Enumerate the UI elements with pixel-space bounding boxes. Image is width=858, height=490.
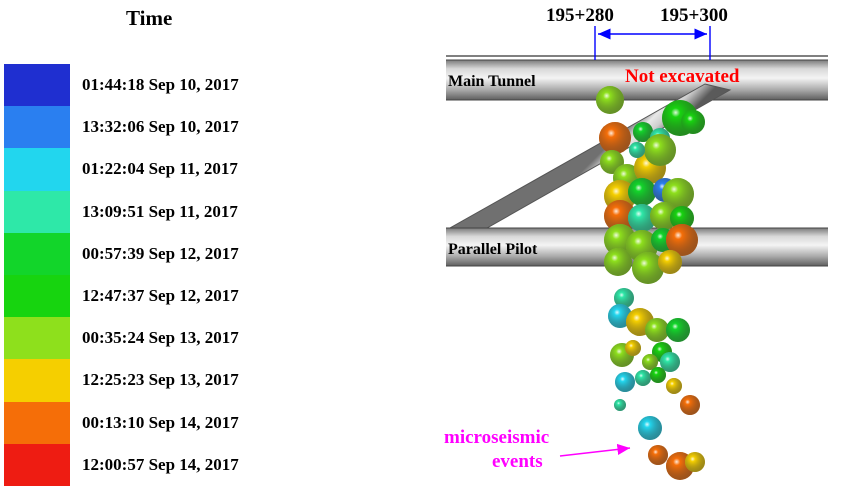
event-sphere-shading bbox=[628, 178, 656, 206]
event-sphere-shading bbox=[666, 318, 690, 342]
legend-label: 13:09:51 Sep 11, 2017 bbox=[82, 201, 238, 221]
legend-label: 12:47:37 Sep 12, 2017 bbox=[82, 285, 239, 305]
event-sphere-shading bbox=[670, 206, 694, 230]
not-excavated-label: Not excavated bbox=[625, 66, 740, 87]
microseismic-event-cluster bbox=[596, 86, 705, 480]
legend-swatch bbox=[4, 443, 70, 486]
annotation-events: events bbox=[492, 451, 543, 472]
event-sphere-shading bbox=[615, 372, 635, 392]
event-sphere-shading bbox=[596, 86, 624, 114]
chainage-left-label: 195+280 bbox=[546, 5, 614, 26]
event-sphere-shading bbox=[658, 250, 682, 274]
event-sphere-shading bbox=[644, 134, 676, 166]
legend-swatch bbox=[4, 317, 70, 360]
main-tunnel bbox=[446, 59, 828, 101]
legend-labels: 01:44:18 Sep 10, 2017 13:32:06 Sep 10, 2… bbox=[82, 64, 322, 486]
legend-title: Time bbox=[126, 6, 173, 30]
legend-swatch bbox=[4, 232, 70, 275]
legend-label: 00:57:39 Sep 12, 2017 bbox=[82, 243, 239, 263]
event-sphere-shading bbox=[599, 122, 631, 154]
legend-label: 12:25:23 Sep 13, 2017 bbox=[82, 370, 239, 390]
event-sphere-shading bbox=[650, 202, 678, 230]
event-sphere-shading bbox=[645, 318, 669, 342]
event-sphere-shading bbox=[662, 178, 694, 210]
event-sphere-shading bbox=[660, 352, 680, 372]
event-sphere-shading bbox=[650, 367, 666, 383]
event-sphere-shading bbox=[614, 288, 634, 308]
legend-label: 01:22:04 Sep 11, 2017 bbox=[82, 159, 238, 179]
event-sphere-shading bbox=[642, 354, 658, 370]
legend-swatch bbox=[4, 106, 70, 149]
event-sphere-shading bbox=[648, 445, 668, 465]
event-sphere-shading bbox=[604, 248, 632, 276]
legend-swatch bbox=[4, 190, 70, 233]
event-sphere-shading bbox=[666, 224, 698, 256]
legend-swatch bbox=[4, 359, 70, 402]
legend-label: 13:32:06 Sep 10, 2017 bbox=[82, 117, 239, 137]
tunnel-scene: 195+280 195+300 Main Tunnel Not excavate… bbox=[444, 5, 828, 480]
event-sphere-shading bbox=[685, 452, 705, 472]
event-sphere-shading bbox=[628, 204, 656, 232]
chainage-dimension bbox=[594, 26, 711, 60]
time-color-legend bbox=[4, 64, 70, 486]
event-sphere-shading bbox=[625, 340, 641, 356]
legend-swatch bbox=[4, 274, 70, 318]
chainage-right-label: 195+300 bbox=[660, 5, 728, 26]
legend-label: 00:35:24 Sep 13, 2017 bbox=[82, 328, 239, 348]
event-sphere-shading bbox=[666, 378, 682, 394]
annotation-microseismic: microseismic bbox=[444, 427, 549, 448]
parallel-pilot-label: Parallel Pilot bbox=[448, 241, 538, 258]
event-sphere-shading bbox=[604, 200, 636, 232]
event-sphere-shading bbox=[635, 370, 651, 386]
event-sphere-shading bbox=[680, 395, 700, 415]
annotation-arrow bbox=[559, 443, 631, 457]
legend-swatch bbox=[4, 64, 70, 107]
legend-swatch bbox=[4, 401, 70, 444]
legend-label: 01:44:18 Sep 10, 2017 bbox=[82, 75, 239, 94]
event-sphere-shading bbox=[614, 399, 626, 411]
event-sphere-shading bbox=[629, 142, 645, 158]
event-sphere-shading bbox=[632, 252, 664, 284]
event-sphere-shading bbox=[638, 416, 662, 440]
legend-label: 00:13:10 Sep 14, 2017 bbox=[82, 412, 239, 432]
legend-label: 12:00:57 Sep 14, 2017 bbox=[82, 454, 239, 474]
legend-swatch bbox=[4, 148, 70, 191]
event-sphere-shading bbox=[681, 110, 705, 134]
main-tunnel-label: Main Tunnel bbox=[448, 73, 536, 90]
event-sphere-shading bbox=[633, 122, 653, 142]
